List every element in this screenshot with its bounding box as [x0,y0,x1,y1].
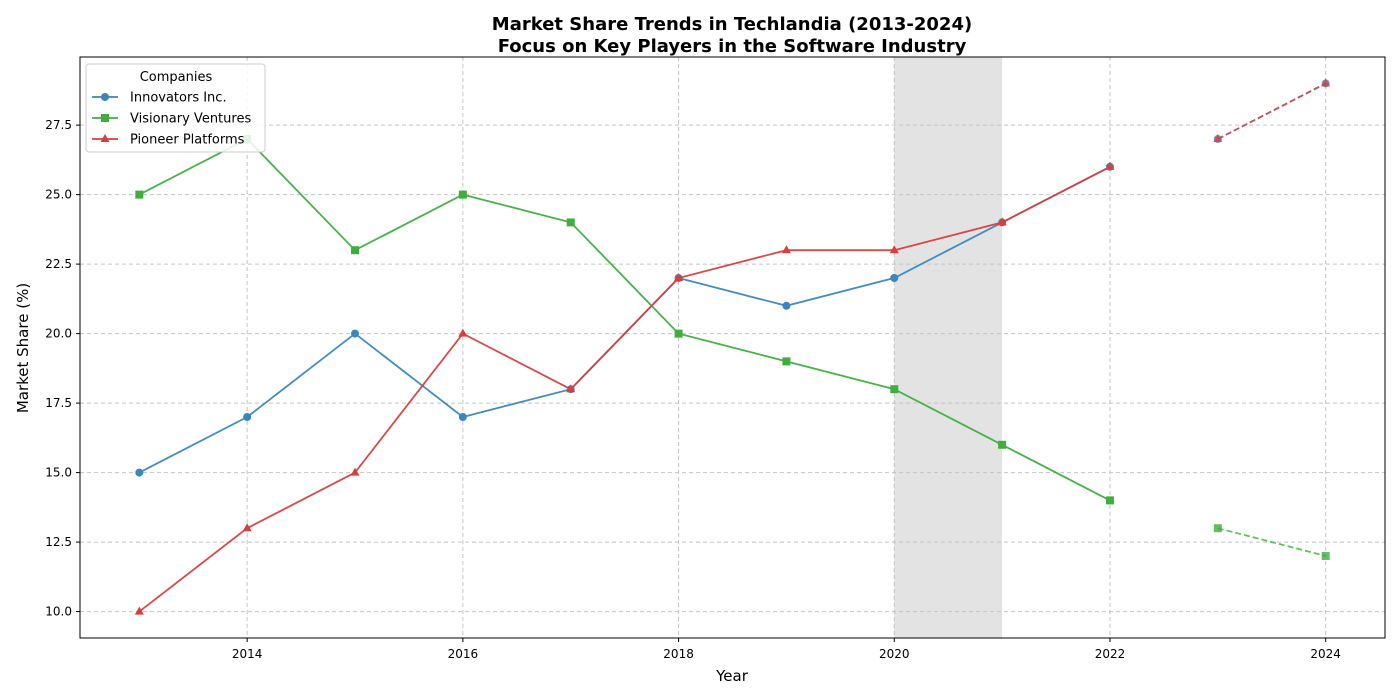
legend: Companies Innovators Inc. Visionary Ventu… [85,63,266,153]
data-point-triangle [674,273,684,282]
data-point-triangle [458,328,468,337]
y-tick-label: 17.5 [45,396,72,410]
data-point-square [135,190,144,199]
grid-layer [80,57,1385,638]
data-point-triangle [134,606,144,615]
y-axis-label: Market Share (%) [14,283,32,413]
x-tick-label: 2016 [448,647,479,661]
legend-entry: Pioneer Platforms [92,133,245,148]
series-line [138,166,1111,613]
data-point-square [782,357,791,366]
legend-title: Companies [140,70,213,85]
projection-line [1217,82,1327,140]
legend-frame [85,63,266,153]
data-point-circle [890,274,899,283]
data-point-square [1321,551,1330,560]
data-point-circle [135,468,144,477]
data-point-triangle [781,245,791,254]
data-point-square [101,114,109,122]
data-point-square [1213,524,1222,533]
data-point-square [674,329,683,338]
data-point-square [458,190,467,199]
data-point-triangle [889,245,899,254]
y-tick-label: 25.0 [45,188,72,202]
chart-title: Market Share Trends in Techlandia (2013-… [492,14,972,35]
x-axis-ticks: 2014 2016 2018 2020 2022 2024 [232,638,1341,661]
shaded-region-layer [894,57,1003,638]
x-tick-label: 2024 [1310,647,1341,661]
data-point-square [998,440,1007,449]
y-tick-label: 12.5 [45,535,72,549]
y-tick-label: 27.5 [45,118,72,132]
x-axis-label: Year [715,667,749,685]
plot-frame [79,56,1386,639]
legend-label: Visionary Ventures [130,112,251,127]
chart-subtitle: Focus on Key Players in the Software Ind… [498,36,967,57]
legend-label: Pioneer Platforms [130,133,245,148]
data-point-square [1105,496,1114,505]
y-tick-label: 15.0 [45,466,72,480]
legend-label: Innovators Inc. [130,91,227,106]
data-point-triangle [566,384,576,393]
data-point-circle [243,412,252,421]
series-pioneer-platforms [134,78,1331,615]
x-tick-label: 2018 [663,647,694,661]
data-point-triangle [1321,78,1331,87]
data-point-square [351,246,360,255]
data-point-triangle [350,467,360,476]
y-axis-ticks: 10.0 12.5 15.0 17.5 20.0 22.5 25.0 27.5 [45,118,80,619]
x-tick-label: 2014 [232,647,263,661]
projection-line [1217,527,1326,557]
data-point-circle [782,301,791,310]
legend-entry: Innovators Inc. [92,91,227,106]
data-point-circle [101,93,109,101]
legend-entry: Visionary Ventures [92,112,251,127]
data-point-triangle [100,134,110,142]
data-point-circle [458,412,467,421]
y-tick-label: 20.0 [45,327,72,341]
data-point-square [566,218,575,227]
series-line [138,137,1111,502]
legend-entries: Innovators Inc. Visionary Ventures Pioneer… [92,91,251,148]
data-point-triangle [1105,161,1115,170]
x-tick-label: 2020 [879,647,910,661]
y-tick-label: 22.5 [45,257,72,271]
data-point-triangle [242,523,252,532]
series-layer [134,78,1331,615]
shaded-period [894,57,1003,638]
x-tick-label: 2022 [1095,647,1126,661]
plot-area [79,56,1386,639]
data-point-square [890,385,899,394]
data-point-triangle [1213,134,1223,143]
data-point-circle [351,329,360,338]
data-point-triangle [997,217,1007,226]
y-tick-label: 10.0 [45,605,72,619]
